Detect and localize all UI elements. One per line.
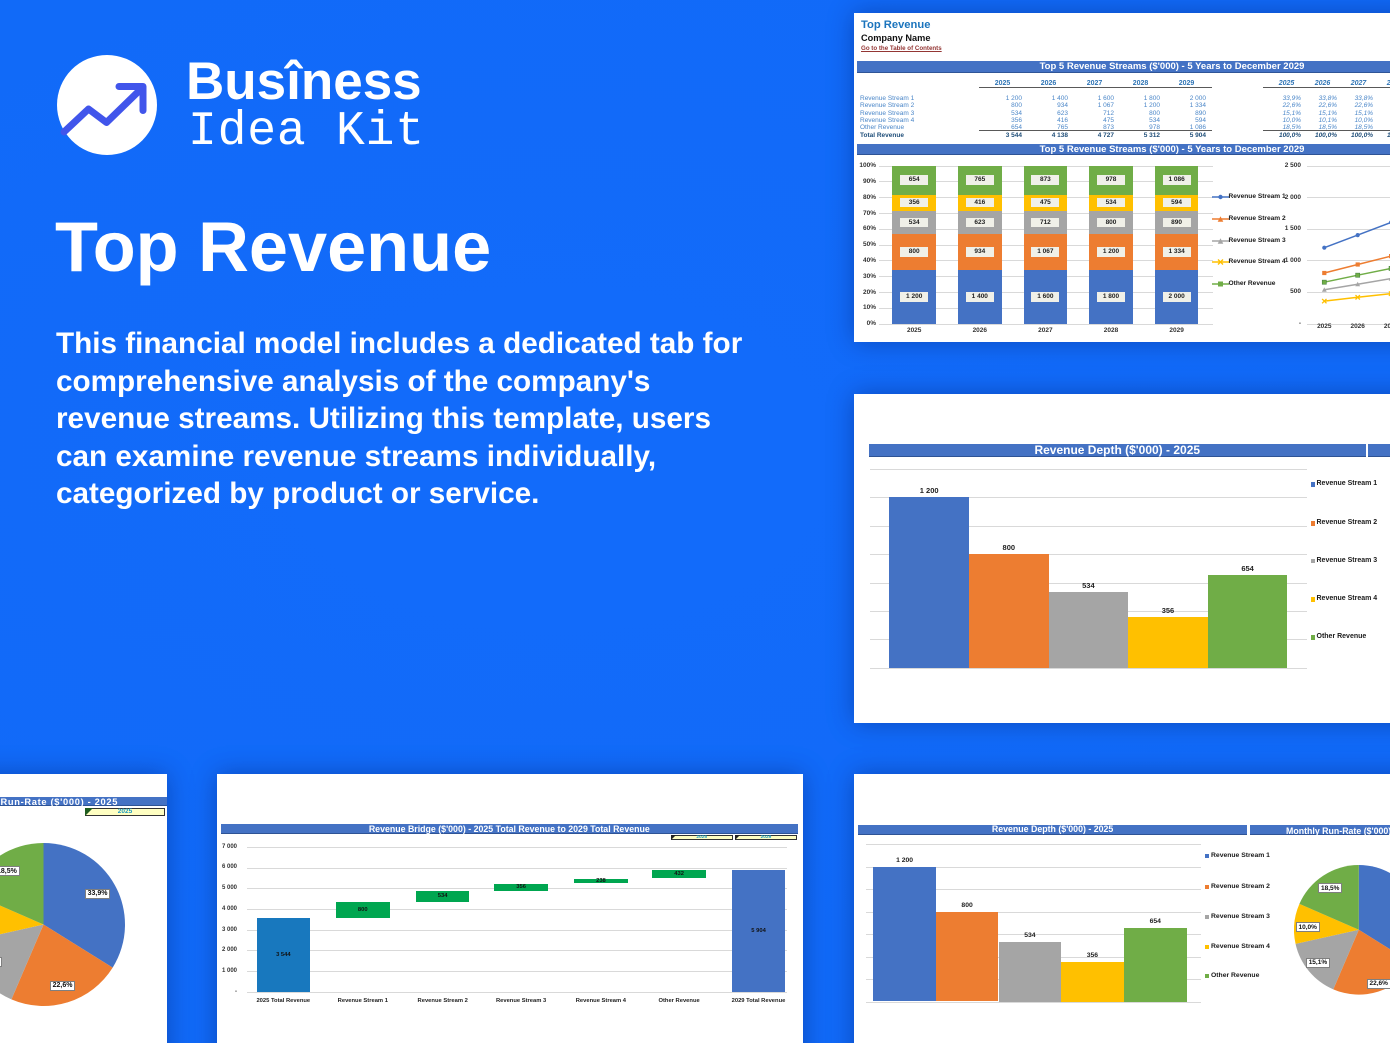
svg-text:2027: 2027 [1384, 323, 1390, 328]
svg-text:2025: 2025 [1317, 323, 1332, 328]
svg-text:2026: 2026 [1350, 323, 1365, 328]
